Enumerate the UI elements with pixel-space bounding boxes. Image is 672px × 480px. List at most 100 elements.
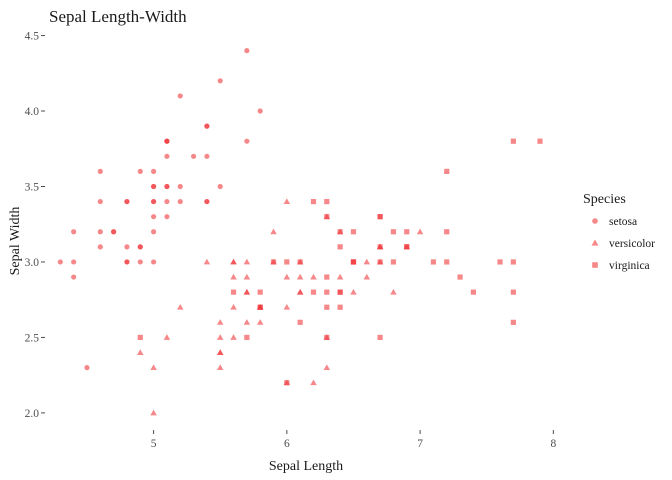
point-versicolor xyxy=(216,334,224,340)
point-virginica xyxy=(377,244,383,250)
x-tick-label: 6 xyxy=(284,438,290,450)
point-virginica xyxy=(284,259,290,265)
point-versicolor xyxy=(283,273,291,280)
point-setosa xyxy=(164,198,170,205)
point-setosa xyxy=(71,274,77,280)
point-virginica xyxy=(377,214,383,220)
point-setosa xyxy=(71,229,77,235)
point-virginica xyxy=(230,289,237,295)
point-setosa xyxy=(124,244,130,250)
point-virginica xyxy=(324,198,330,205)
point-versicolor xyxy=(296,273,304,280)
y-tick-label: 3.5 xyxy=(25,181,40,193)
point-setosa xyxy=(84,365,90,371)
point-virginica xyxy=(324,214,330,220)
point-setosa xyxy=(150,198,157,205)
point-versicolor xyxy=(216,319,224,325)
point-versicolor xyxy=(150,364,157,371)
point-setosa xyxy=(150,229,157,235)
point-setosa xyxy=(164,153,170,159)
y-axis-title: Sepal Width xyxy=(8,207,23,276)
legend: Species setosa versicolor virginica xyxy=(583,192,655,272)
point-versicolor xyxy=(230,273,237,280)
point-versicolor xyxy=(256,319,264,325)
point-versicolor xyxy=(363,258,371,265)
point-versicolor xyxy=(230,258,237,265)
y-tick-label: 2.5 xyxy=(25,332,40,344)
point-versicolor xyxy=(296,288,304,295)
point-setosa xyxy=(177,183,183,190)
point-virginica xyxy=(470,289,476,295)
y-tick-label: 4.0 xyxy=(25,106,40,118)
point-virginica xyxy=(457,274,463,280)
point-virginica xyxy=(324,334,330,341)
point-setosa xyxy=(111,229,117,235)
x-tick-label: 5 xyxy=(151,438,157,450)
point-versicolor xyxy=(323,364,331,371)
point-virginica xyxy=(337,304,343,310)
point-setosa xyxy=(164,214,170,220)
legend-key-versicolor xyxy=(591,239,599,246)
x-axis: 5 6 7 8 xyxy=(151,430,556,450)
point-virginica xyxy=(244,334,250,341)
point-setosa xyxy=(217,78,223,84)
point-setosa xyxy=(190,153,197,159)
point-setosa xyxy=(217,183,223,190)
point-setosa xyxy=(177,93,183,99)
x-tick-label: 7 xyxy=(417,438,423,450)
point-setosa xyxy=(244,48,250,54)
y-tick-label: 2.0 xyxy=(25,408,40,420)
point-virginica xyxy=(390,259,397,265)
point-setosa xyxy=(137,168,143,174)
legend-label-virginica: virginica xyxy=(609,260,650,272)
point-setosa xyxy=(164,138,170,144)
legend-label-setosa: setosa xyxy=(609,216,637,228)
point-virginica xyxy=(324,304,330,310)
point-virginica xyxy=(350,259,357,265)
point-virginica xyxy=(510,289,516,295)
point-virginica xyxy=(404,229,410,235)
point-versicolor xyxy=(416,228,424,235)
point-setosa xyxy=(137,244,143,250)
point-setosa xyxy=(124,259,130,265)
point-virginica xyxy=(137,334,143,341)
point-setosa xyxy=(244,138,250,144)
point-virginica xyxy=(284,380,290,386)
point-virginica xyxy=(257,304,263,310)
point-virginica xyxy=(497,259,503,265)
point-versicolor xyxy=(390,288,397,295)
point-virginica xyxy=(350,229,357,235)
point-setosa xyxy=(57,259,63,265)
point-virginica xyxy=(444,168,450,174)
point-versicolor xyxy=(216,364,224,371)
point-setosa xyxy=(150,183,157,190)
point-versicolor xyxy=(363,273,371,280)
point-virginica xyxy=(377,334,383,341)
legend-title: Species xyxy=(583,192,626,207)
point-versicolor xyxy=(137,349,144,355)
point-versicolor xyxy=(216,349,224,355)
point-versicolor xyxy=(336,273,344,280)
point-versicolor xyxy=(310,379,317,386)
point-versicolor xyxy=(243,258,251,265)
point-virginica xyxy=(444,259,450,265)
point-versicolor xyxy=(283,198,291,205)
point-setosa xyxy=(204,198,210,205)
point-setosa xyxy=(97,244,103,250)
point-setosa xyxy=(97,168,103,174)
point-virginica xyxy=(337,244,343,250)
point-setosa xyxy=(150,168,157,174)
point-virginica xyxy=(324,274,330,280)
point-versicolor xyxy=(150,409,157,416)
point-virginica xyxy=(404,244,410,250)
point-setosa xyxy=(97,229,103,235)
point-versicolor xyxy=(163,334,171,340)
point-setosa xyxy=(204,123,210,129)
point-setosa xyxy=(177,198,183,205)
point-virginica xyxy=(257,289,263,295)
legend-key-setosa xyxy=(592,218,598,224)
point-versicolor xyxy=(203,258,211,265)
point-setosa xyxy=(204,153,210,159)
point-versicolor xyxy=(310,273,317,280)
